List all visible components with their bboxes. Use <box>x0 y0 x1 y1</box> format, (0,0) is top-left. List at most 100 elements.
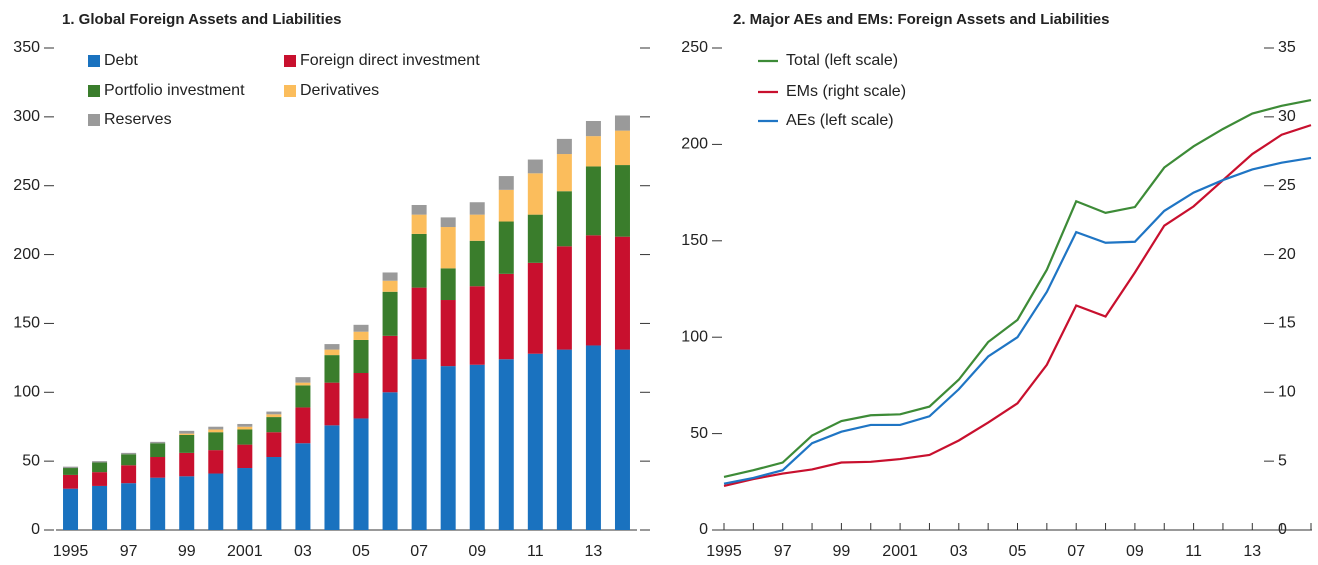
x-tick-label: 97 <box>120 543 138 560</box>
legend-label: AEs (left scale) <box>786 112 894 129</box>
bar-segment <box>150 441 166 444</box>
series-line <box>723 124 1312 488</box>
x-tick-label: 07 <box>410 543 428 560</box>
bar-segment <box>237 423 253 427</box>
chart-title: 1. Global Foreign Assets and Liabilities <box>62 11 342 28</box>
bar-segment <box>469 240 485 287</box>
bar-segment <box>585 166 601 236</box>
bar-segment <box>266 414 282 418</box>
bar-segment <box>353 324 369 332</box>
bar-segment <box>411 359 427 530</box>
bar-segment <box>324 349 340 356</box>
bar-segment <box>382 392 398 530</box>
bar-segment <box>556 138 572 155</box>
x-tick-label: 11 <box>1185 543 1202 560</box>
bar-segment <box>585 136 601 167</box>
bar-segment <box>614 115 630 131</box>
bar-segment <box>382 280 398 292</box>
x-tick-label: 03 <box>950 543 968 560</box>
bar-segment <box>150 443 166 458</box>
x-tick-label: 1995 <box>706 543 742 560</box>
bar-segment <box>63 468 79 475</box>
x-tick-label: 99 <box>178 543 196 560</box>
y-tick-label: 350 <box>13 39 40 56</box>
y-tick-label: 150 <box>681 232 708 249</box>
bar-segment <box>469 214 485 241</box>
bar-segment <box>556 349 572 530</box>
bar-segment <box>527 214 543 263</box>
bar-segment <box>556 154 572 192</box>
bar-segment <box>440 217 456 228</box>
legend-swatch <box>88 114 100 126</box>
bar-segment <box>324 425 340 530</box>
bar-segment <box>237 426 253 430</box>
bar-segment <box>353 418 369 530</box>
bar-segment <box>440 300 456 367</box>
bar-segment <box>614 165 630 237</box>
y-tick-label: 50 <box>690 425 708 442</box>
bar-segment <box>63 466 79 469</box>
y-tick-label: 200 <box>681 136 708 153</box>
y2-tick-label: 30 <box>1278 108 1296 125</box>
x-tick-label: 97 <box>774 543 792 560</box>
bar-segment <box>382 272 398 281</box>
bar-segment <box>237 444 253 469</box>
x-tick-label: 03 <box>294 543 312 560</box>
bar-segment <box>295 443 311 530</box>
bar-segment <box>266 417 282 433</box>
bar-segment <box>179 430 195 434</box>
bar-segment <box>324 382 340 426</box>
bar-segment <box>382 291 398 336</box>
bar-segment <box>440 268 456 301</box>
y-tick-label: 150 <box>13 315 40 332</box>
bar-segment <box>150 457 166 478</box>
bar-segment <box>353 339 369 374</box>
bar-segment <box>440 366 456 530</box>
y2-tick-label: 15 <box>1278 315 1296 332</box>
legend-label: Foreign direct investment <box>300 52 480 69</box>
y-tick-label: 300 <box>13 108 40 125</box>
x-tick-label: 99 <box>833 543 851 560</box>
bar-segment <box>266 411 282 415</box>
legend-label: Total (left scale) <box>786 52 898 69</box>
bar-segment <box>411 204 427 215</box>
bar-segment <box>266 457 282 530</box>
bar-segment <box>295 385 311 408</box>
bar-segment <box>527 262 543 354</box>
bar-segment <box>237 429 253 445</box>
y2-tick-label: 35 <box>1278 39 1296 56</box>
legend-label: Portfolio investment <box>104 82 245 99</box>
bar-segment <box>411 233 427 288</box>
bar-segment <box>179 452 195 477</box>
bar-segment <box>585 235 601 346</box>
bar-segment <box>208 473 224 530</box>
bar-segment <box>208 429 224 433</box>
series-line <box>723 98 1312 479</box>
bar-segment <box>527 159 543 174</box>
y2-tick-label: 20 <box>1278 246 1296 263</box>
x-tick-label: 09 <box>468 543 486 560</box>
bar-segment <box>121 465 137 484</box>
y-tick-label: 0 <box>31 521 40 538</box>
bar-segment <box>498 189 514 222</box>
bar-segment <box>92 462 108 473</box>
x-tick-label: 2001 <box>227 543 263 560</box>
x-tick-label: 1995 <box>53 543 89 560</box>
legend-swatch <box>284 55 296 67</box>
bar-segment <box>121 454 137 466</box>
y-tick-label: 100 <box>681 328 708 345</box>
y-tick-label: 250 <box>13 177 40 194</box>
legend-label: Reserves <box>104 111 172 128</box>
legend-swatch <box>88 85 100 97</box>
bar-segment <box>324 355 340 383</box>
legend-label: EMs (right scale) <box>786 83 906 100</box>
y2-tick-label: 25 <box>1278 177 1296 194</box>
bar-segment <box>614 236 630 350</box>
bar-segment <box>92 461 108 463</box>
x-tick-label: 05 <box>1009 543 1027 560</box>
x-tick-label: 05 <box>352 543 370 560</box>
bar-segment <box>92 472 108 486</box>
bar-segment <box>469 286 485 365</box>
bar-segment <box>295 407 311 444</box>
